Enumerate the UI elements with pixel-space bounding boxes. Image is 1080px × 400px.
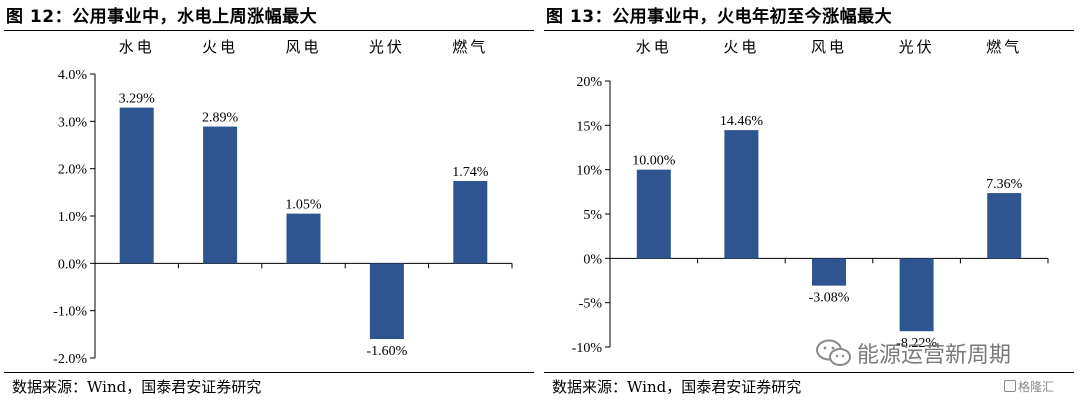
bar-燃气 <box>987 193 1022 259</box>
bar-chart-ytd: 20% 15% 10% 5% 0% -5% -10% 水电 10.00% 火电 14.46% 风电 -3… <box>572 38 1049 356</box>
title-rule <box>4 30 534 31</box>
bar-燃气 <box>453 180 488 264</box>
category-label: 水电 <box>119 38 155 56</box>
source-note: 数据来源：Wind，国泰君安证券研究 <box>12 378 262 396</box>
y-tick-label: -10% <box>572 341 603 356</box>
category-label: 光伏 <box>899 38 935 56</box>
y-tick-label: 0.0% <box>58 257 88 272</box>
category-label: 火电 <box>723 38 759 56</box>
source-note: 数据来源：Wind，国泰君安证券研究 <box>552 378 802 396</box>
data-label: -1.60% <box>366 344 407 359</box>
source-rule <box>544 372 1074 373</box>
bar-火电 <box>203 126 238 264</box>
data-label: -8.22% <box>896 336 937 351</box>
bar-风电 <box>286 213 321 264</box>
bar-水电 <box>119 107 154 264</box>
category-label: 水电 <box>636 38 672 56</box>
y-tick-label: 20% <box>576 75 602 90</box>
bar-光伏 <box>899 258 934 332</box>
y-tick-label: 4.0% <box>58 68 88 83</box>
figure-title: 图 12：公用事业中，水电上周涨幅最大 <box>6 7 318 27</box>
bar-风电 <box>812 258 846 286</box>
bar-水电 <box>636 169 671 259</box>
gelonghui-logo: 格隆汇 <box>1004 378 1054 395</box>
data-label: 2.89% <box>202 111 239 126</box>
logo-text: 格隆汇 <box>1018 380 1055 394</box>
data-label: 3.29% <box>119 92 156 107</box>
category-label: 火电 <box>202 38 238 56</box>
y-tick-label: 15% <box>576 119 602 134</box>
category-label: 燃气 <box>452 38 488 56</box>
bar-chart-weekly: 4.0% 3.0% 2.0% 1.0% 0.0% -1.0% -2.0% 水电 3.29% 火电 2… <box>53 38 513 367</box>
data-label: 1.74% <box>452 165 489 180</box>
wechat-icon <box>816 339 851 366</box>
y-tick-label: 10% <box>576 164 602 179</box>
category-label: 风电 <box>811 38 847 56</box>
bar-火电 <box>724 130 759 259</box>
source-rule <box>4 372 534 373</box>
bar-光伏 <box>369 263 404 340</box>
y-tick-label: 3.0% <box>58 115 88 130</box>
figure-13-panel: 图 13：公用事业中，火电年初至今涨幅最大 20% 15% 10% 5% 0% -5% -1… <box>540 0 1080 400</box>
category-label: 光伏 <box>369 38 405 56</box>
category-label: 燃气 <box>986 38 1022 56</box>
y-tick-label: -5% <box>579 297 603 312</box>
data-label: 7.36% <box>986 177 1023 192</box>
y-tick-label: -1.0% <box>53 305 87 320</box>
y-tick-label: 0% <box>583 252 602 267</box>
logo-mark-icon <box>1004 380 1016 392</box>
data-label: 1.05% <box>285 198 322 213</box>
wechat-watermark: 能源运营新周期 <box>815 336 1075 370</box>
y-tick-label: 2.0% <box>58 163 88 178</box>
category-label: 风电 <box>285 38 321 56</box>
y-tick-label: 5% <box>583 208 602 223</box>
figure-title: 图 13：公用事业中，火电年初至今涨幅最大 <box>546 7 893 27</box>
data-label: 14.46% <box>720 114 764 129</box>
watermark-text: 能源运营新周期 <box>857 343 1012 368</box>
figure-12-panel: 图 12：公用事业中，水电上周涨幅最大 4.0% 3.0% 2.0% 1.0% 0.0%… <box>4 7 534 396</box>
data-label: -3.08% <box>809 291 850 306</box>
data-label: 10.00% <box>632 154 676 169</box>
y-tick-label: -2.0% <box>53 352 87 367</box>
title-rule <box>544 30 1074 31</box>
y-tick-label: 1.0% <box>58 210 88 225</box>
